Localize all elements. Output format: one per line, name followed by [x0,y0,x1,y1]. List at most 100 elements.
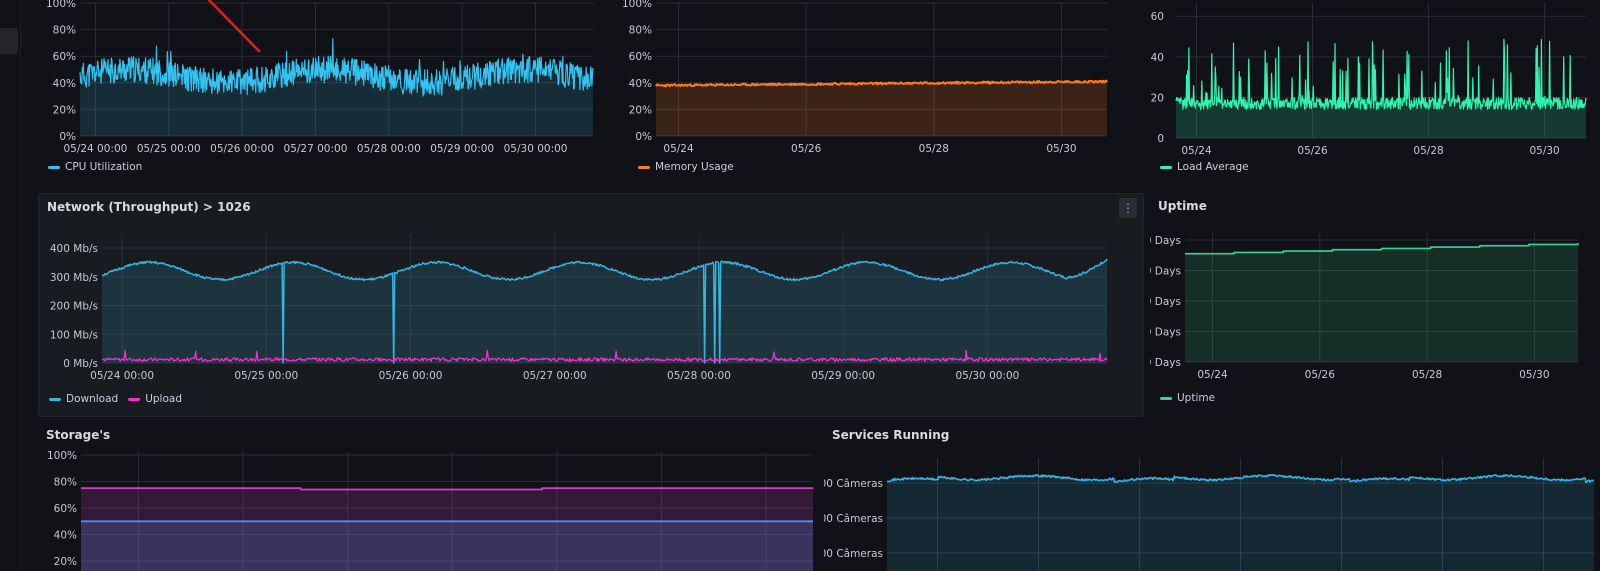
y-tick-label: 80% [54,477,77,489]
legend-swatch [1160,165,1172,169]
network-chart: 0 Mb/s 100 Mb/s 200 Mb/s 300 Mb/s 400 Mb/s 05… [50,234,1108,382]
services-chart: 300 Câmeras 200 Câmeras 100 Câmeras [824,458,1595,571]
y-tick-label: 80 Days [1150,235,1181,247]
x-tick-label: 05/28 [1412,369,1442,381]
series-line [655,79,1108,88]
legend-label: Memory Usage [655,161,734,173]
storage-fill [81,488,813,571]
y-tick-label: 0% [59,131,76,143]
y-tick-label: 60 Days [1150,266,1181,278]
services-panel-title[interactable]: Services Running [832,428,950,442]
legend-item-uptime[interactable]: Uptime [1160,392,1215,404]
series-fill [1185,243,1578,362]
services-fill [887,474,1594,571]
y-tick-label: 200 Mb/s [50,301,98,313]
x-tick-label: 05/30 00:00 [955,370,1019,382]
sidebar [0,0,21,571]
x-tick-label: 05/29 00:00 [811,370,875,382]
network-panel-title[interactable]: Network (Throughput) > 1026 [47,200,251,214]
legend-label: Download [66,393,119,405]
x-tick-label: 05/28 [919,143,949,155]
x-tick-label: 05/27 00:00 [284,143,348,155]
x-tick-label: 05/24 00:00 [63,143,127,155]
x-tick-label: 05/25 00:00 [137,143,201,155]
uptime-panel-title[interactable]: Uptime [1158,199,1207,213]
memory-legend: Memory Usage [638,161,734,173]
x-tick-label: 05/26 00:00 [210,143,274,155]
panel-services: Services Running 300 Câmeras 200 Câmeras 1… [824,422,1596,571]
panel-uptime: Uptime 0 Days 20 Days 40 Days 60 Days 80 Day… [1150,193,1596,415]
x-tick-label: 05/28 00:00 [667,370,731,382]
legend-item-upload[interactable]: Upload [128,393,182,405]
y-tick-label: 60% [629,51,652,63]
storage-panel-title[interactable]: Storage's [46,428,111,442]
y-tick-label: 80% [53,25,76,37]
y-tick-label: 40% [53,78,76,90]
x-tick-label: 05/24 00:00 [90,370,154,382]
y-tick-label: 300 Câmeras [824,478,883,490]
x-tick-label: 05/24 [663,143,694,155]
services-line [886,474,1595,484]
y-tick-label: 100% [622,0,652,10]
y-tick-label: 300 Mb/s [50,272,98,284]
storage-fill [81,521,813,571]
series-fill [80,38,593,136]
x-tick-label: 05/26 [791,143,822,155]
y-tick-label: 60% [53,51,76,63]
y-tick-label: 200 Câmeras [824,513,883,525]
legend-label: CPU Utilization [65,161,143,173]
y-tick-label: 0% [635,131,652,143]
legend-swatch [638,165,650,169]
y-tick-label: 100 Câmeras [824,548,883,560]
legend-item-cpu[interactable]: CPU Utilization [48,161,142,173]
legend-label: Load Average [1177,161,1249,173]
series-fill [1176,39,1586,138]
y-tick-label: 100 Mb/s [50,329,98,341]
load-legend: Load Average [1160,161,1249,173]
panel-cpu: 0% 20% 40% 60% 80% 100% 05/24 00:00 05/25 00:00… [36,0,612,185]
x-tick-label: 05/26 00:00 [379,370,443,382]
legend-item-load[interactable]: Load Average [1160,161,1249,173]
y-tick-label: 80% [629,25,652,37]
x-tick-label: 05/24 [1197,369,1228,381]
x-tick-label: 05/29 00:00 [430,143,494,155]
panel-memory: 0% 20% 40% 60% 80% 100% 05/24 05/26 05/28 05/30 M… [620,0,1136,185]
load-chart: 0 20 40 60 05/24 05/26 05/28 05/30 [1151,3,1587,157]
legend-swatch [48,165,60,169]
legend-item-download[interactable]: Download [49,393,118,405]
uptime-legend: Uptime [1160,392,1215,404]
x-tick-label: 05/26 [1297,145,1328,157]
y-tick-label: 40% [54,530,77,542]
y-tick-label: 0 Mb/s [63,358,98,370]
panel-storage: Storage's 100% 80% 60% 40% 20% [38,422,820,571]
x-tick-label: 05/26 [1305,369,1336,381]
legend-label: Upload [145,393,182,405]
y-tick-label: 60% [54,503,77,515]
network-legend: Download Upload [49,393,182,405]
legend-swatch [128,397,141,401]
legend-swatch [1160,396,1172,400]
legend-item-memory[interactable]: Memory Usage [638,161,734,173]
upload-line [101,349,1108,362]
storage-line [81,487,813,491]
y-tick-label: 20 [1151,92,1164,104]
cpu-legend: CPU Utilization [48,161,142,173]
panel-menu-button[interactable]: ⋮ [1119,198,1137,218]
x-tick-label: 05/28 00:00 [357,143,421,155]
y-tick-label: 40 [1151,52,1164,64]
panel-load: 0 20 40 60 05/24 05/26 05/28 05/30 Load Average [1140,0,1596,185]
x-tick-label: 05/30 [1529,145,1559,157]
x-tick-label: 05/24 [1181,145,1212,157]
y-tick-label: 40% [629,78,652,90]
y-tick-label: 20% [629,104,652,116]
y-tick-label: 100% [46,0,76,10]
uptime-chart: 0 Days 20 Days 40 Days 60 Days 80 Days 05/24 0… [1150,233,1579,381]
series-line [79,38,594,97]
more-vertical-icon: ⋮ [1122,201,1134,215]
y-tick-label: 20 Days [1150,327,1181,339]
panel-network: Network (Throughput) > 1026 ⋮ 0 Mb/s 100 … [38,193,1144,417]
y-tick-label: 400 Mb/s [50,243,98,255]
annotation-arrow [207,0,261,53]
sidebar-active-item[interactable] [0,28,18,54]
download-line [101,258,1108,364]
